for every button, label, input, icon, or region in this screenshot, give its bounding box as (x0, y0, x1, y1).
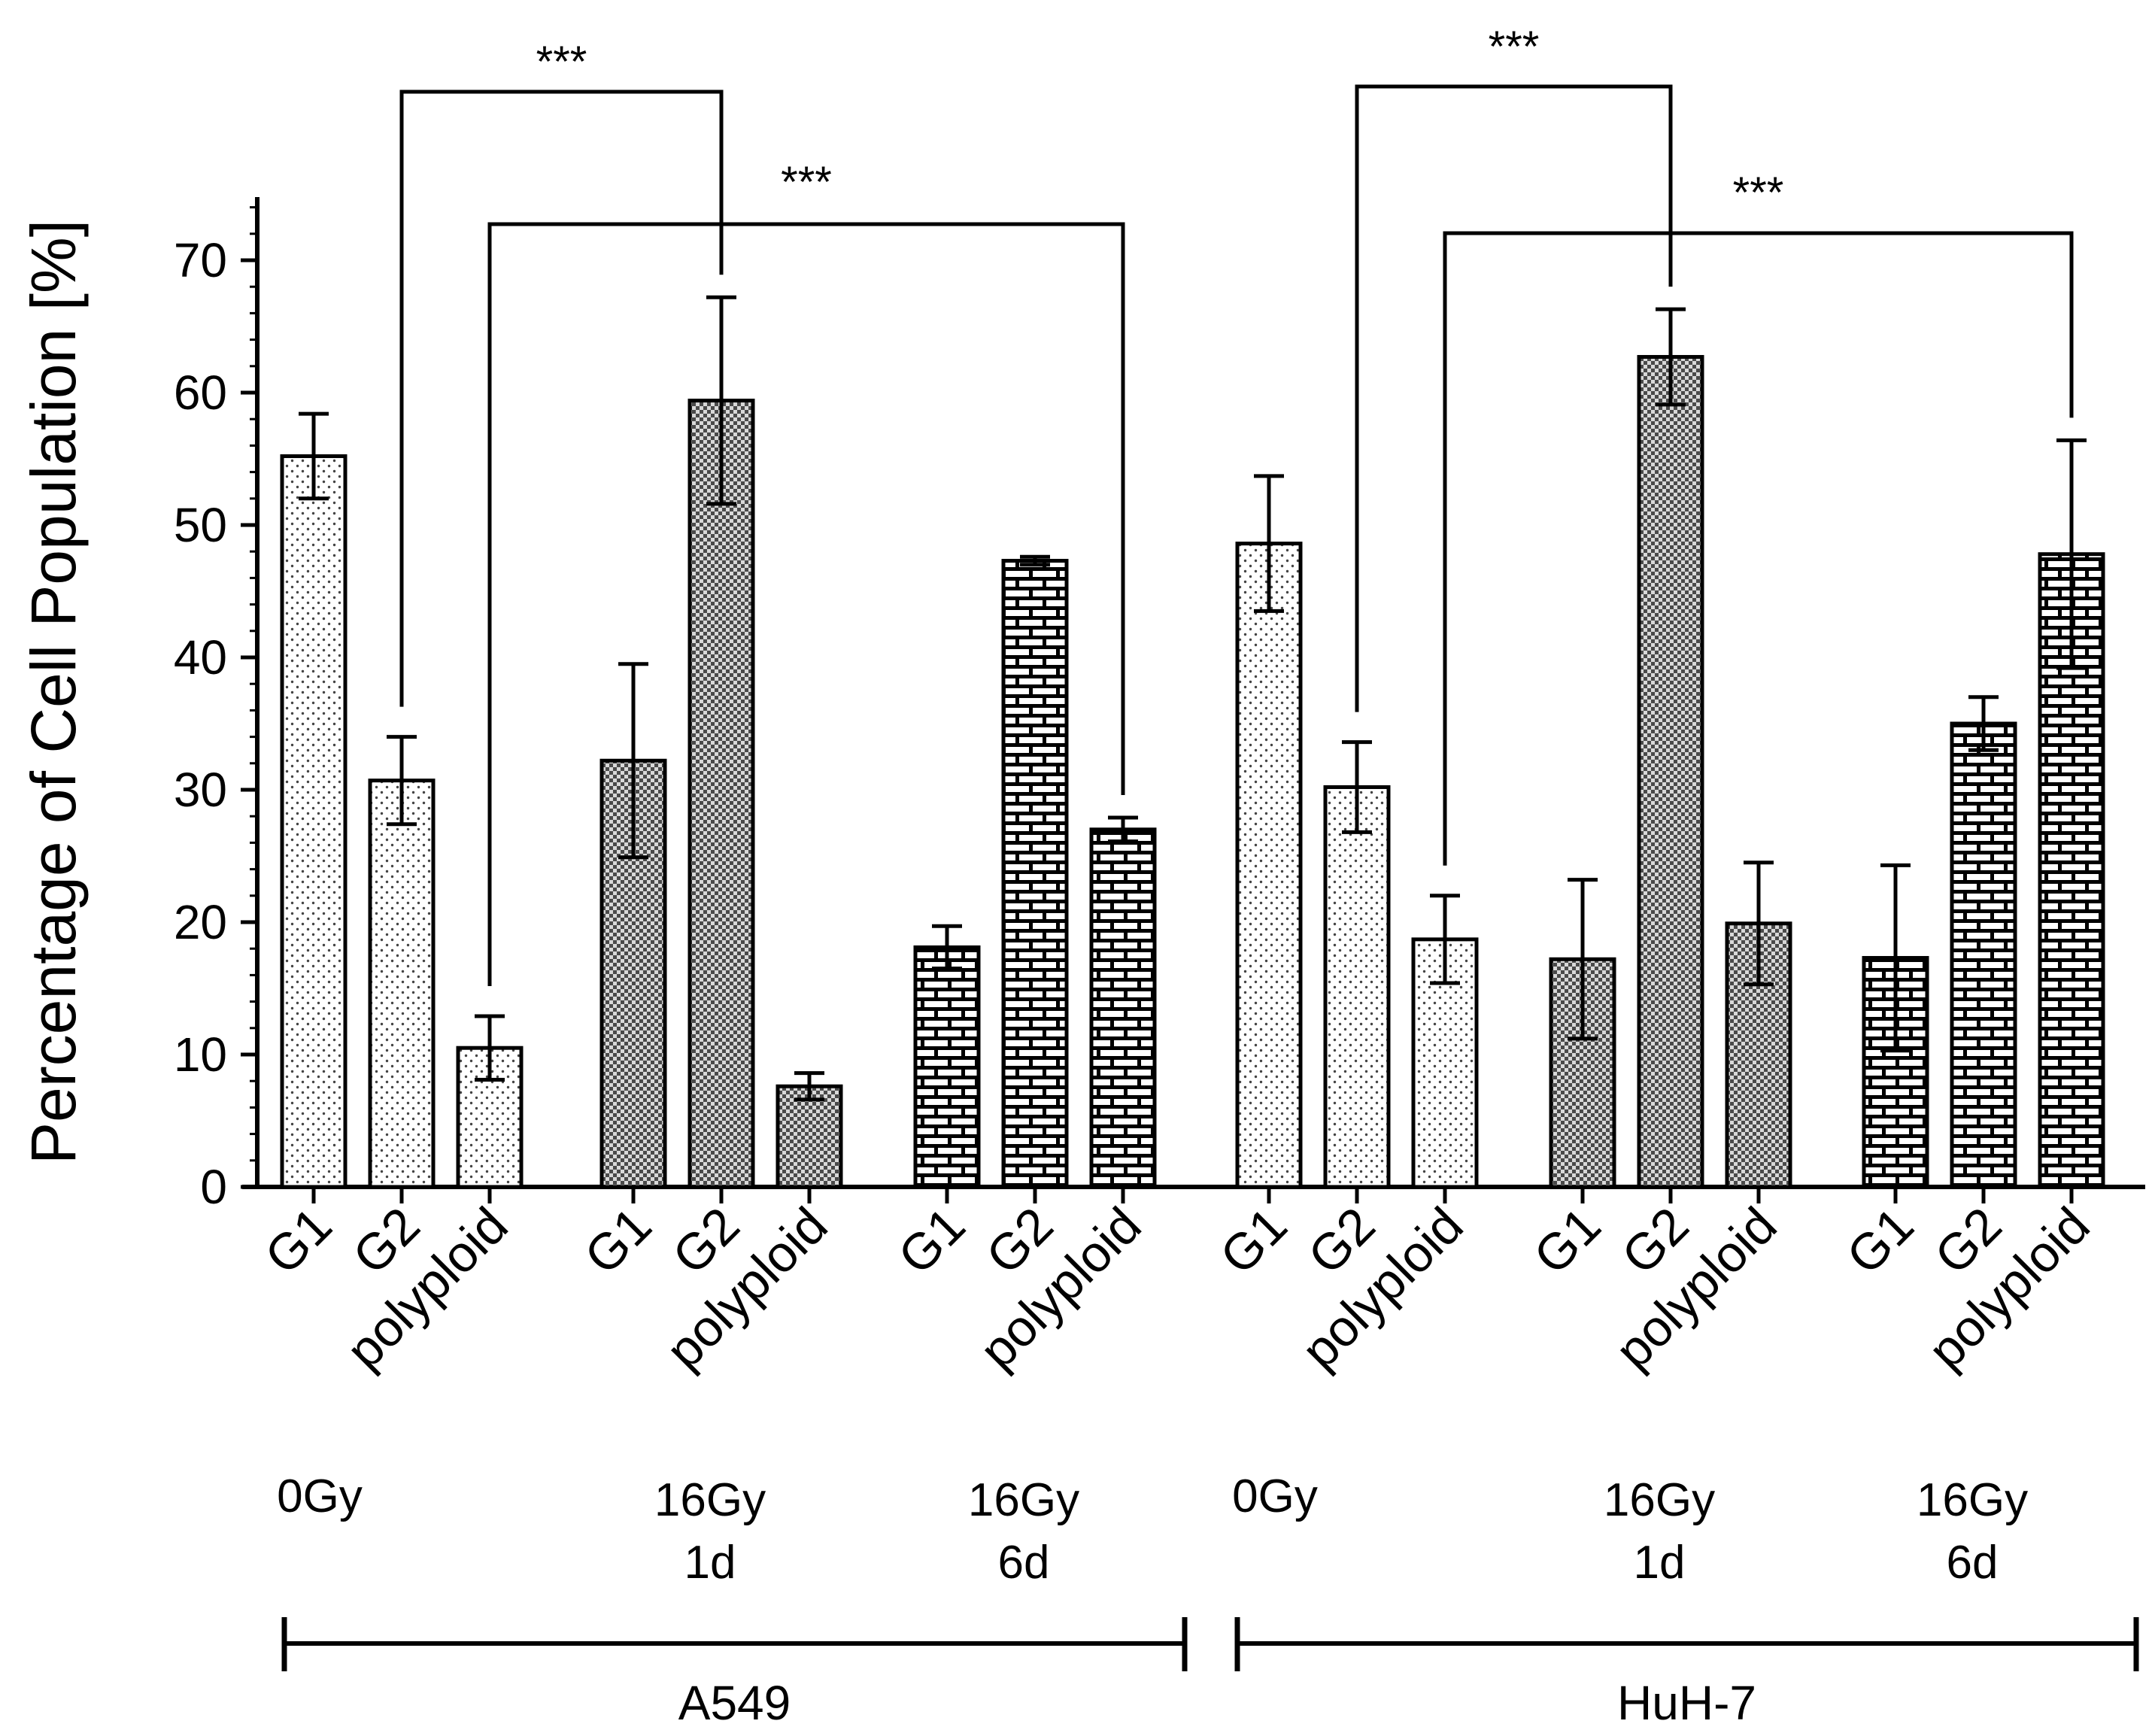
bar-huh-7-g2 (1637, 354, 1704, 1189)
significance-bracket (487, 222, 1125, 986)
y-tick-label: 60 (174, 366, 227, 420)
y-axis-title: Percentage of Cell Population [%] (18, 220, 89, 1164)
condition-label: 16Gy (1917, 1474, 2028, 1526)
significance-stars: *** (1489, 23, 1540, 71)
condition-sublabel: 1d (684, 1537, 736, 1589)
x-tick-label: G1 (1523, 1197, 1612, 1285)
significance-bracket (399, 90, 724, 707)
x-tick-label: G1 (888, 1197, 976, 1285)
x-tick-label: G1 (254, 1197, 343, 1285)
y-tick-label: 10 (174, 1027, 227, 1082)
bar-a549-g2 (1001, 559, 1069, 1189)
x-tick-label: G1 (1836, 1197, 1925, 1285)
y-tick-label: 50 (174, 498, 227, 552)
condition-sublabel: 6d (1947, 1537, 1999, 1589)
x-tick-label: G1 (574, 1197, 663, 1285)
condition-sublabel: 6d (998, 1537, 1050, 1589)
bar-huh-7-g2 (1950, 721, 2017, 1189)
significance-brackets: *** *** *** *** (399, 23, 2074, 986)
cell-line-label: HuH-7 (1617, 1676, 1756, 1730)
condition-label: 16Gy (968, 1474, 1079, 1526)
bar-a549-polyploid (1089, 827, 1157, 1189)
bar-huh-7-g1 (1235, 542, 1303, 1189)
condition-label: 16Gy (654, 1474, 766, 1526)
y-tick-label: 70 (174, 233, 227, 287)
significance-stars: *** (1733, 168, 1784, 217)
significance-bracket (1355, 84, 1673, 712)
bar-a549-g2 (687, 399, 755, 1189)
cell-line-label: A549 (678, 1676, 791, 1730)
y-tick-label: 20 (174, 895, 227, 949)
y-tick-label: 40 (174, 630, 227, 684)
condition-label: 0Gy (277, 1470, 363, 1522)
significance-stars: *** (536, 38, 587, 86)
condition-label: 0Gy (1232, 1470, 1318, 1522)
bar-a549-g2 (368, 778, 436, 1189)
significance-bracket (1443, 231, 2074, 866)
condition-sublabel: 1d (1634, 1537, 1686, 1589)
bars (280, 295, 2105, 1189)
bar-huh-7-g2 (1323, 785, 1391, 1189)
x-tick-label: G1 (1210, 1197, 1298, 1285)
bar-a549-g1 (913, 945, 981, 1189)
bar-a549-g1 (280, 454, 348, 1189)
condition-label: 16Gy (1604, 1474, 1715, 1526)
y-tick-label: 30 (174, 763, 227, 817)
significance-stars: *** (781, 158, 832, 207)
y-tick-label: 0 (200, 1160, 227, 1214)
axes: 0 10 20 30 40 50 60 70 (174, 197, 2145, 1214)
